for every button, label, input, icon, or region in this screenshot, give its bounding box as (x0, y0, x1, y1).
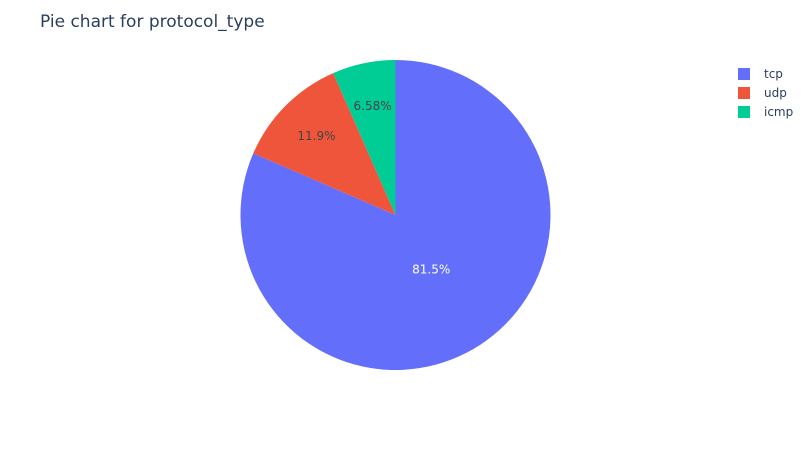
legend-label-icmp: icmp (764, 104, 794, 119)
pie-slice-tcp[interactable] (240, 60, 551, 370)
pie-label-udp: 11.9% (297, 129, 335, 143)
chart-title: Pie chart for protocol_type (40, 12, 265, 32)
pie-label-icmp: 6.58% (354, 99, 392, 113)
legend-item-tcp[interactable]: tcp (738, 64, 793, 83)
legend-swatch-udp (738, 86, 750, 99)
pie-slice-udp[interactable] (253, 73, 396, 216)
legend-label-udp: udp (764, 85, 787, 100)
legend-item-udp[interactable]: udp (738, 83, 793, 102)
pie-labels: 81.5% 11.9% 6.58% (297, 99, 450, 277)
pie-slice-icmp[interactable] (333, 60, 396, 215)
legend-swatch-tcp (738, 67, 750, 80)
legend-swatch-icmp (738, 105, 750, 118)
legend-label-tcp: tcp (764, 66, 783, 81)
legend: tcp udp icmp (738, 64, 793, 121)
legend-item-icmp[interactable]: icmp (738, 102, 793, 121)
pie-label-tcp: 81.5% (412, 262, 450, 276)
pie-slices (240, 60, 551, 370)
